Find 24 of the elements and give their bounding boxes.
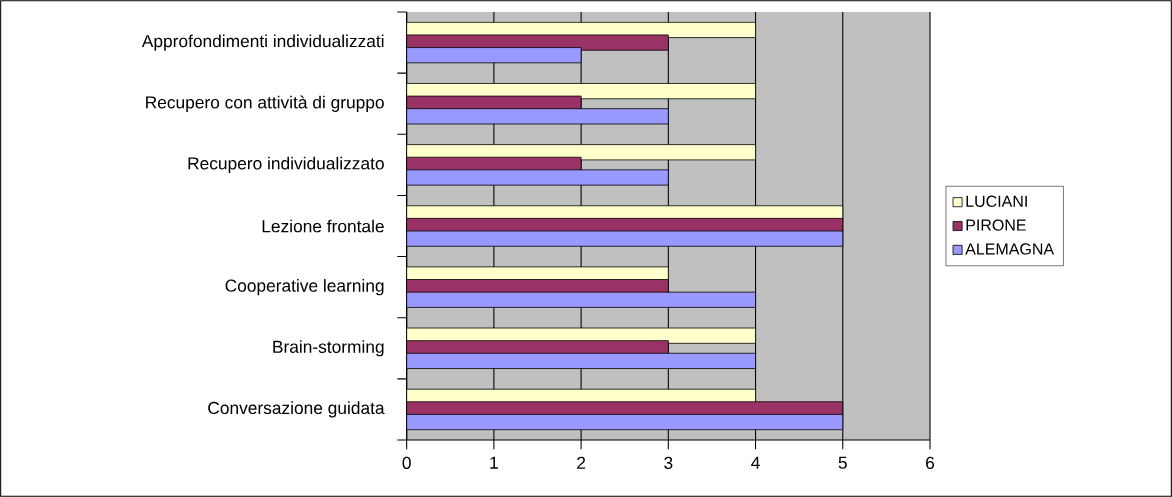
legend-label: PIRONE xyxy=(966,219,1026,231)
bar xyxy=(406,352,756,369)
y-tick-label: Conversazione guidata xyxy=(208,401,385,418)
bar xyxy=(406,169,669,186)
y-tick-label: Cooperative learning xyxy=(225,279,384,296)
y-tick-label: Approfondimenti individualizzati xyxy=(141,34,384,51)
bar xyxy=(406,414,844,431)
x-tick-label: 0 xyxy=(402,456,411,469)
x-tick-label: 2 xyxy=(577,456,586,469)
bar xyxy=(406,230,844,247)
bar xyxy=(406,47,582,64)
y-tick-label: Recupero individualizzato xyxy=(188,156,384,173)
y-tick-label: Brain-storming xyxy=(273,340,384,357)
x-tick-label: 4 xyxy=(751,456,760,469)
bar xyxy=(406,108,669,125)
y-tick-label: Lezione frontale xyxy=(262,219,384,233)
x-tick-label: 5 xyxy=(838,456,847,469)
y-tick-label: Recupero con attività di gruppo xyxy=(146,95,384,112)
legend-label: ALEMAGNA xyxy=(965,243,1055,255)
legend-label: LUCIANI xyxy=(966,195,1027,207)
x-tick-label: 3 xyxy=(664,456,673,469)
x-tick-label: 1 xyxy=(490,456,498,469)
bar xyxy=(406,291,756,308)
x-tick-label: 6 xyxy=(926,456,935,469)
